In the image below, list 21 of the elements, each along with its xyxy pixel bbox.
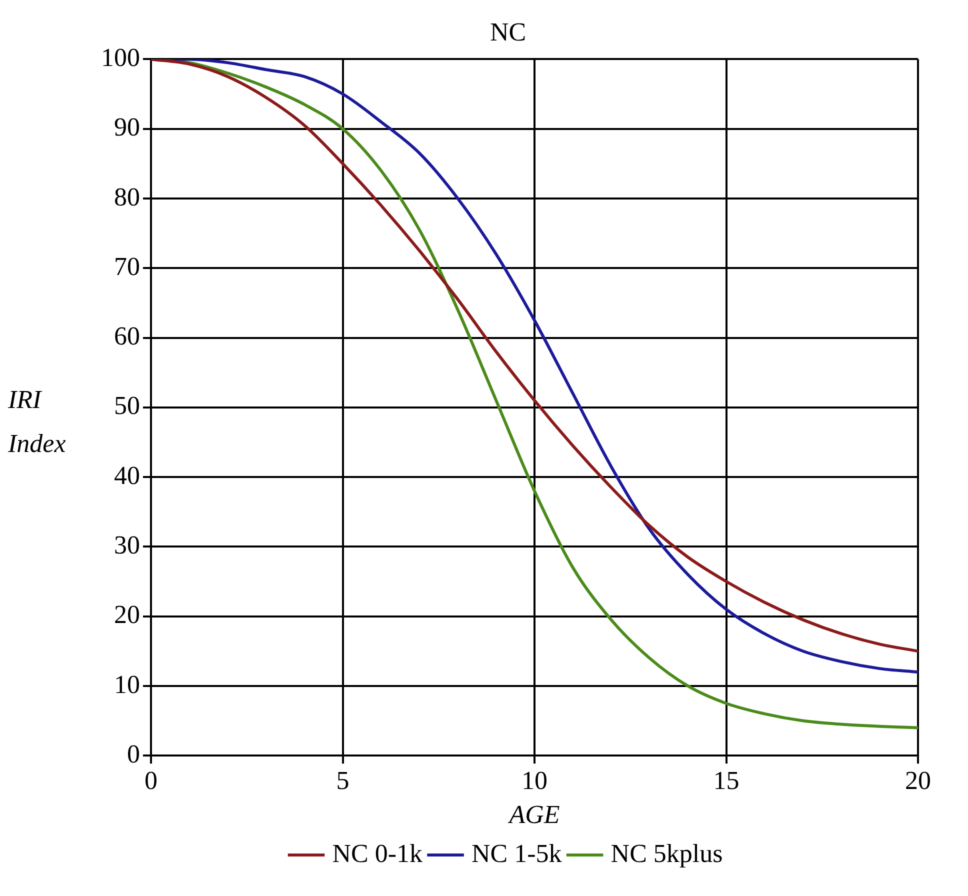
chart-title: NC — [490, 17, 526, 46]
y-tick-label: 20 — [114, 600, 140, 630]
y-tick-label: 10 — [114, 670, 140, 699]
legend-label: NC 5kplus — [610, 838, 723, 868]
y-tick-label: 100 — [101, 43, 140, 72]
y-tick-label: 50 — [114, 391, 140, 420]
y-tick-label: 60 — [114, 322, 140, 351]
y-tick-label: 30 — [114, 530, 140, 560]
x-tick-label: 20 — [905, 766, 931, 796]
y-axis-title: IRI Index — [8, 384, 67, 460]
y-tick-label: 90 — [114, 112, 140, 142]
y-tick-label: 0 — [127, 739, 140, 768]
y-tick-label: 40 — [114, 460, 140, 490]
x-tick-label: 10 — [522, 766, 548, 796]
legend-label: NC 0-1k — [332, 838, 423, 868]
y-tick-label: 70 — [114, 252, 140, 281]
x-tick-label: 15 — [713, 766, 740, 796]
legend-label: NC 1-5k — [472, 838, 562, 868]
x-tick-label: 5 — [336, 766, 350, 796]
x-axis-title: AGE — [507, 800, 560, 830]
y-tick-label: 80 — [114, 182, 140, 212]
